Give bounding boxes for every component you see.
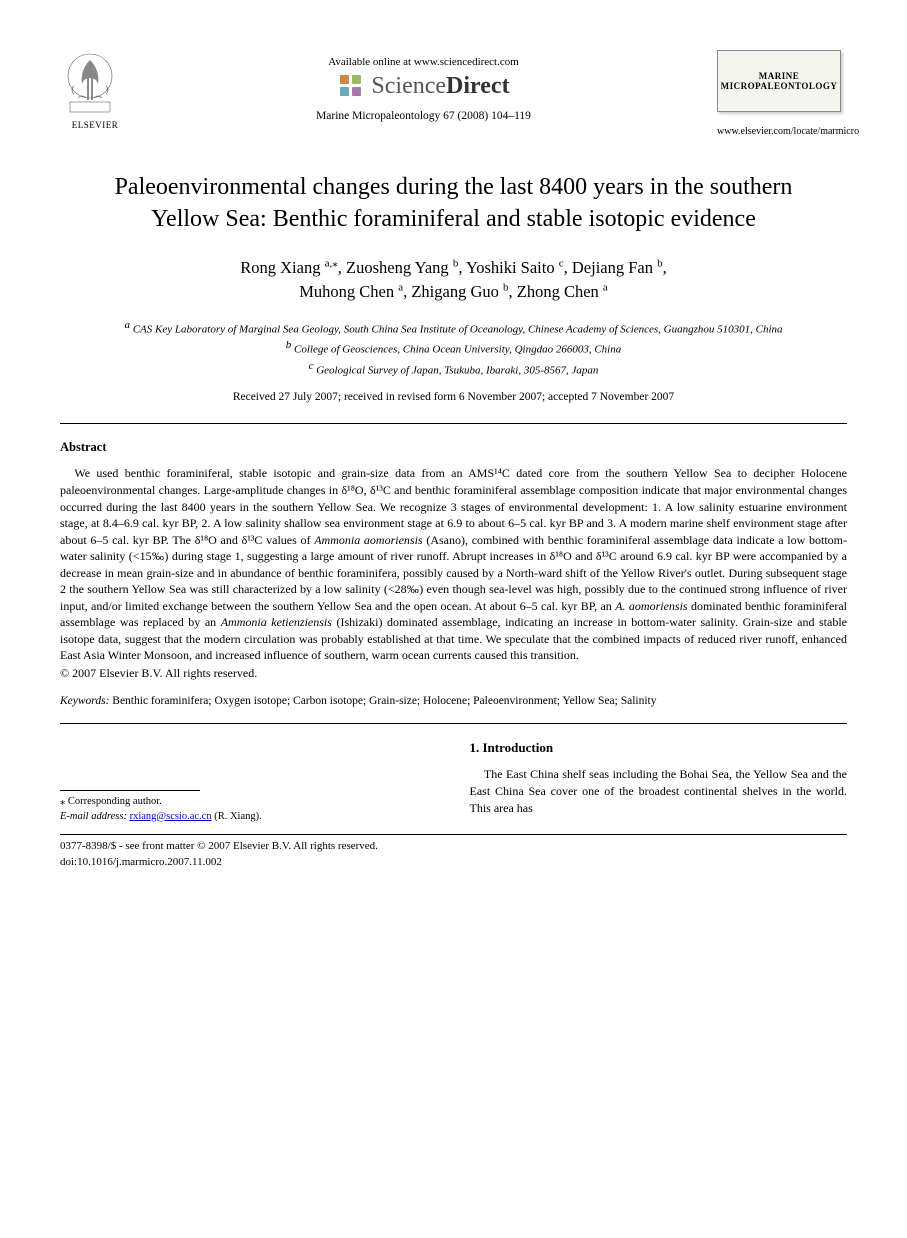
email-line: E-mail address: rxiang@scsio.ac.cn (R. X…: [60, 810, 438, 825]
journal-url: www.elsevier.com/locate/marmicro: [717, 126, 847, 137]
affiliation-c: c Geological Survey of Japan, Tsukuba, I…: [60, 359, 847, 380]
email-author: (R. Xiang).: [214, 811, 262, 822]
journal-box: MARINE MICROPALEONTOLOGY www.elsevier.co…: [717, 50, 847, 137]
elsevier-tree-icon: [60, 50, 120, 118]
footer-line2: doi:10.1016/j.marmicro.2007.11.002: [60, 855, 847, 870]
affiliations-block: a CAS Key Laboratory of Marginal Sea Geo…: [60, 318, 847, 380]
journal-reference: Marine Micropaleontology 67 (2008) 104–1…: [130, 110, 717, 122]
two-column-body: ⁎ Corresponding author. E-mail address: …: [60, 740, 847, 824]
authors-list: Rong Xiang a,⁎, Zuosheng Yang b, Yoshiki…: [60, 256, 847, 304]
header-row: ELSEVIER Available online at www.science…: [60, 50, 847, 137]
intro-text: The East China shelf seas including the …: [470, 766, 848, 816]
affiliation-b: b College of Geosciences, China Ocean Un…: [60, 338, 847, 359]
rule-top: [60, 423, 847, 424]
corresponding-author: ⁎ Corresponding author.: [60, 795, 438, 810]
journal-cover-line2: MICROPALEONTOLOGY: [721, 81, 838, 91]
available-online-text: Available online at www.sciencedirect.co…: [130, 56, 717, 68]
keywords-label: Keywords:: [60, 695, 109, 707]
center-header: Available online at www.sciencedirect.co…: [130, 50, 717, 122]
page-container: ELSEVIER Available online at www.science…: [0, 0, 907, 900]
email-link[interactable]: rxiang@scsio.ac.cn: [130, 811, 212, 822]
journal-cover: MARINE MICROPALEONTOLOGY: [717, 50, 841, 112]
abstract-heading: Abstract: [60, 440, 847, 455]
sd-bold: Direct: [446, 73, 510, 99]
footer-block: 0377-8398/$ - see front matter © 2007 El…: [60, 839, 847, 870]
sciencedirect-logo: ScienceDirect: [130, 72, 717, 100]
keywords-line: Keywords: Benthic foraminifera; Oxygen i…: [60, 695, 847, 707]
footer-line1: 0377-8398/$ - see front matter © 2007 El…: [60, 839, 847, 854]
rule-bottom: [60, 723, 847, 724]
footer-rule: [60, 834, 847, 835]
affiliation-a: a CAS Key Laboratory of Marginal Sea Geo…: [60, 318, 847, 339]
right-column: 1. Introduction The East China shelf sea…: [470, 740, 848, 824]
sd-plain: Science: [371, 73, 446, 99]
article-title: Paleoenvironmental changes during the la…: [80, 171, 827, 236]
sciencedirect-icon: [337, 72, 365, 100]
abstract-text: We used benthic foraminiferal, stable is…: [60, 465, 847, 664]
publisher-logo-block: ELSEVIER: [60, 50, 130, 130]
journal-cover-line1: MARINE: [759, 71, 800, 81]
footnote-block: ⁎ Corresponding author. E-mail address: …: [60, 795, 438, 824]
publisher-name: ELSEVIER: [60, 120, 130, 130]
footnote-rule: [60, 790, 200, 791]
keywords-text: Benthic foraminifera; Oxygen isotope; Ca…: [112, 695, 656, 707]
abstract-copyright: © 2007 Elsevier B.V. All rights reserved…: [60, 666, 847, 681]
left-column: ⁎ Corresponding author. E-mail address: …: [60, 740, 438, 824]
intro-heading: 1. Introduction: [470, 740, 848, 756]
article-dates: Received 27 July 2007; received in revis…: [60, 391, 847, 403]
sciencedirect-text: ScienceDirect: [371, 73, 509, 100]
email-label: E-mail address:: [60, 811, 127, 822]
